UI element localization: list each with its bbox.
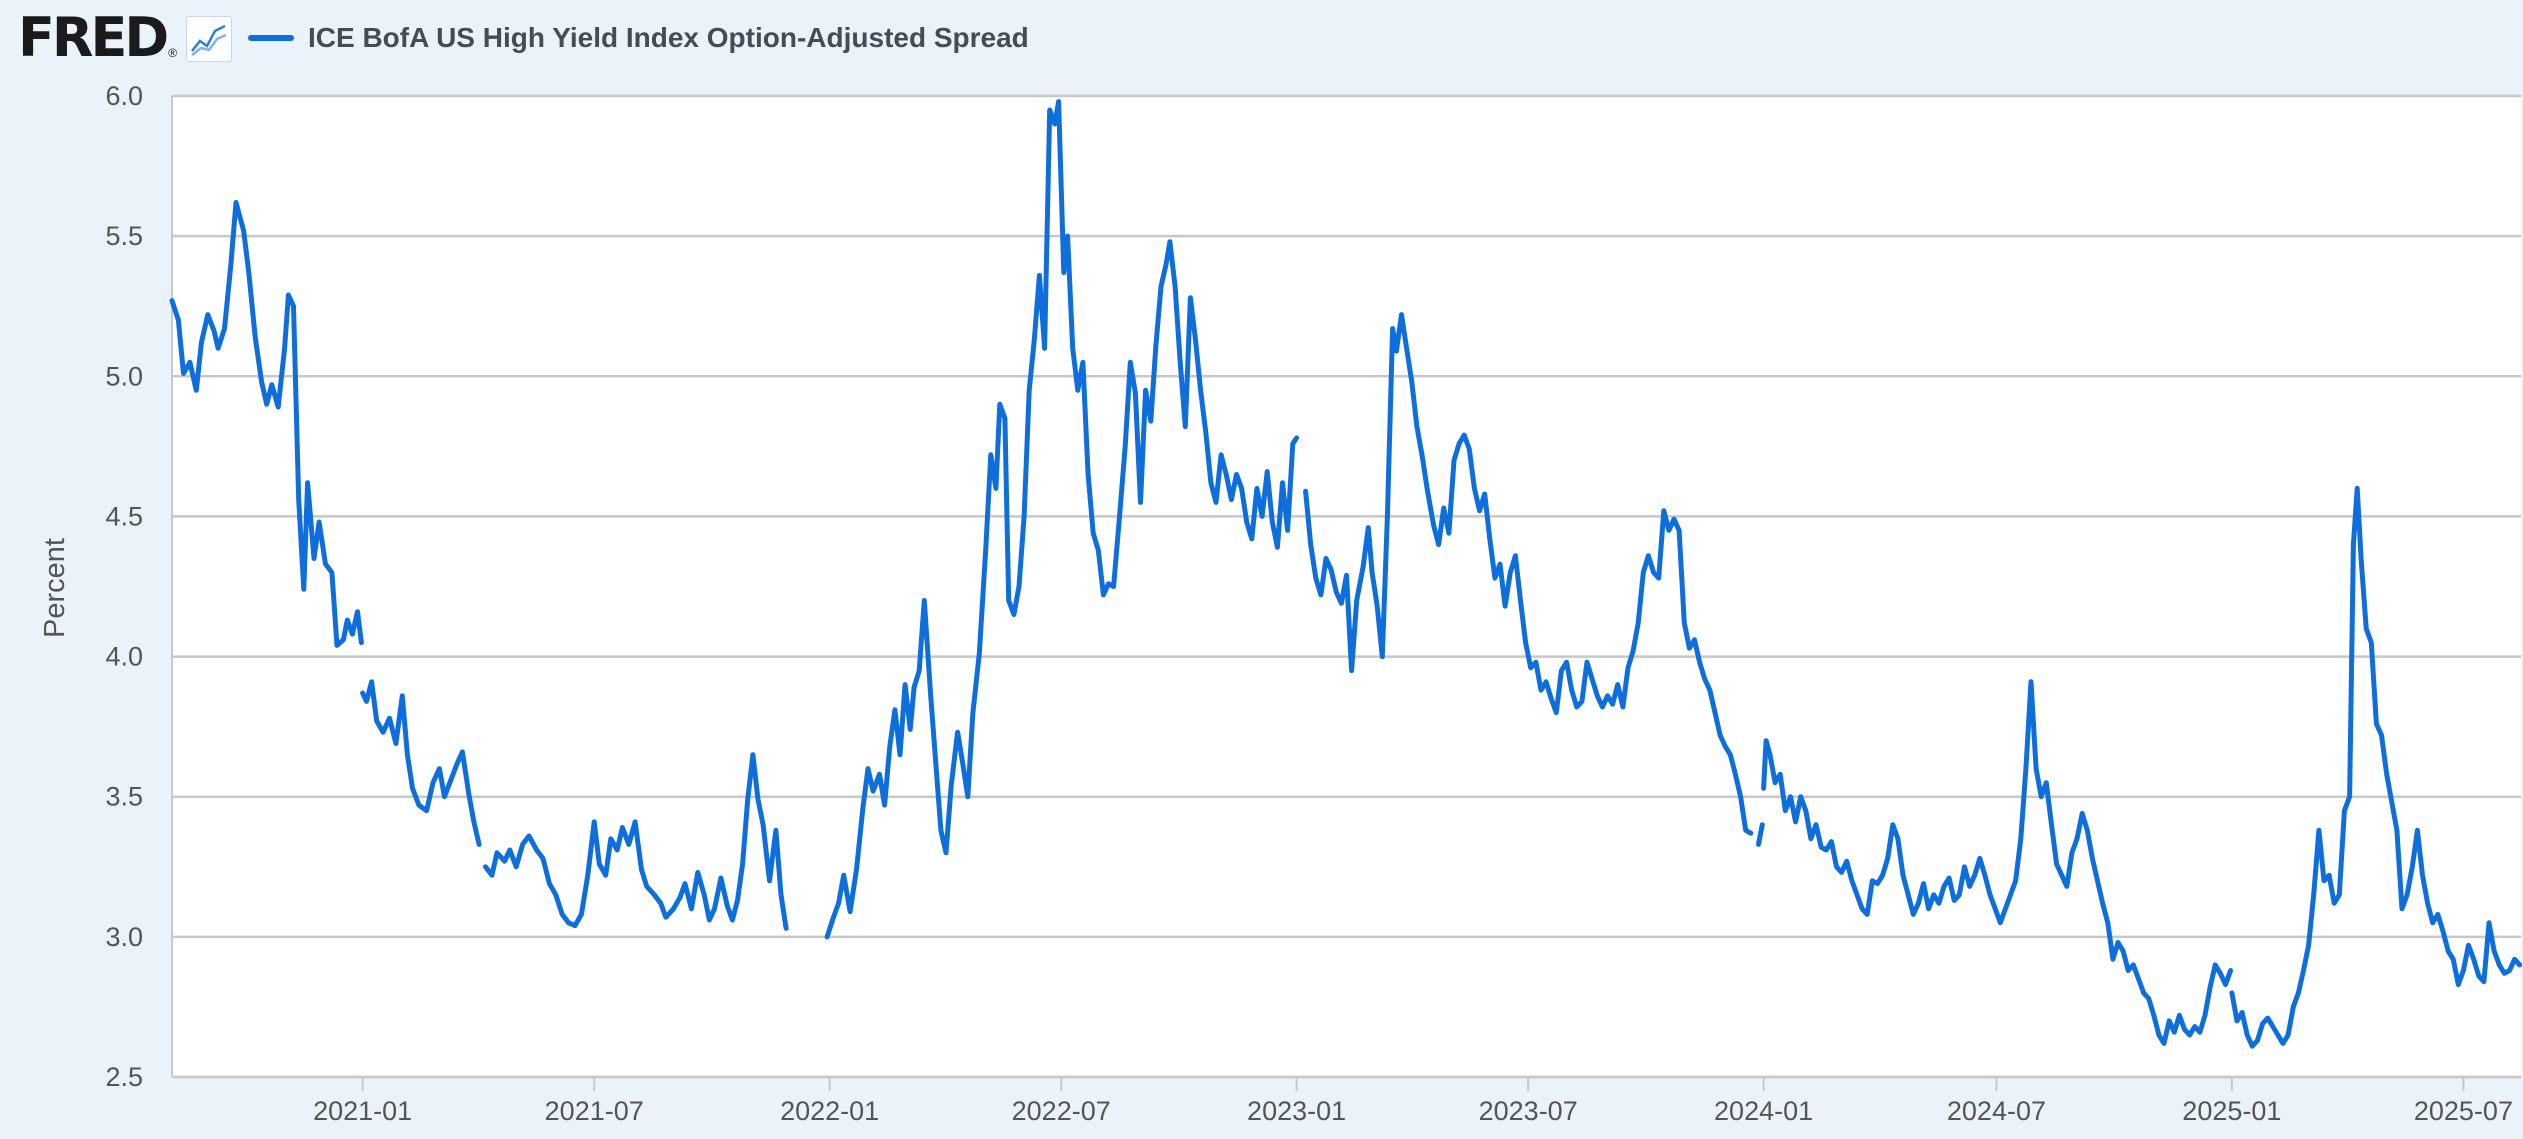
x-tick-label: 2025-01 bbox=[2182, 1096, 2281, 1126]
x-tick-label: 2025-07 bbox=[2414, 1096, 2513, 1126]
y-tick-label: 3.0 bbox=[105, 922, 143, 952]
x-tick-label: 2024-07 bbox=[1947, 1096, 2046, 1126]
series-line bbox=[483, 752, 789, 931]
x-tick-label: 2021-01 bbox=[313, 1096, 412, 1126]
x-tick-label: 2023-07 bbox=[1479, 1096, 1578, 1126]
series-line bbox=[1303, 312, 1754, 836]
registered-mark: ® bbox=[168, 46, 178, 60]
fred-logo-text: FRED bbox=[18, 6, 169, 69]
series-line bbox=[169, 200, 364, 648]
y-tick-label: 5.0 bbox=[105, 361, 143, 391]
series-line bbox=[360, 679, 482, 847]
legend-label: ICE BofA US High Yield Index Option-Adju… bbox=[308, 22, 1029, 53]
y-tick-label: 4.0 bbox=[105, 642, 143, 672]
x-tick-label: 2022-07 bbox=[1012, 1096, 1111, 1126]
series-line bbox=[824, 99, 1300, 940]
y-tick-label: 3.5 bbox=[105, 782, 143, 812]
series-line bbox=[1761, 679, 2234, 1046]
series-layer bbox=[169, 99, 2523, 1049]
legend-swatch bbox=[248, 35, 294, 41]
fred-logo[interactable]: FRED ® bbox=[18, 10, 177, 66]
series-line bbox=[2229, 485, 2523, 1049]
y-tick-label: 5.5 bbox=[105, 221, 143, 251]
x-axis: 2021-01 2021-07 2022-01 2022-07 2023-01 2023-… bbox=[172, 1075, 2521, 1126]
y-tick-label: 6.0 bbox=[105, 81, 143, 111]
line-chart-icon[interactable] bbox=[186, 16, 232, 62]
y-axis: 2.5 3.0 3.5 4.0 4.5 5.0 5.5 6.0 bbox=[105, 81, 143, 1092]
x-tick-label: 2024-01 bbox=[1714, 1096, 1813, 1126]
x-tick-label: 2023-01 bbox=[1247, 1096, 1346, 1126]
y-tick-label: 2.5 bbox=[105, 1062, 143, 1092]
x-tick-label: 2021-07 bbox=[545, 1096, 644, 1126]
y-tick-label: 4.5 bbox=[105, 501, 143, 531]
chart-header: FRED ® ICE BofA US High Yield Index Opti… bbox=[0, 0, 2523, 78]
chart-legend: ICE BofA US High Yield Index Option-Adju… bbox=[248, 18, 1029, 58]
series-line bbox=[1756, 822, 1765, 847]
y-axis-label: Percent bbox=[39, 538, 71, 638]
x-tick-label: 2022-01 bbox=[780, 1096, 879, 1126]
